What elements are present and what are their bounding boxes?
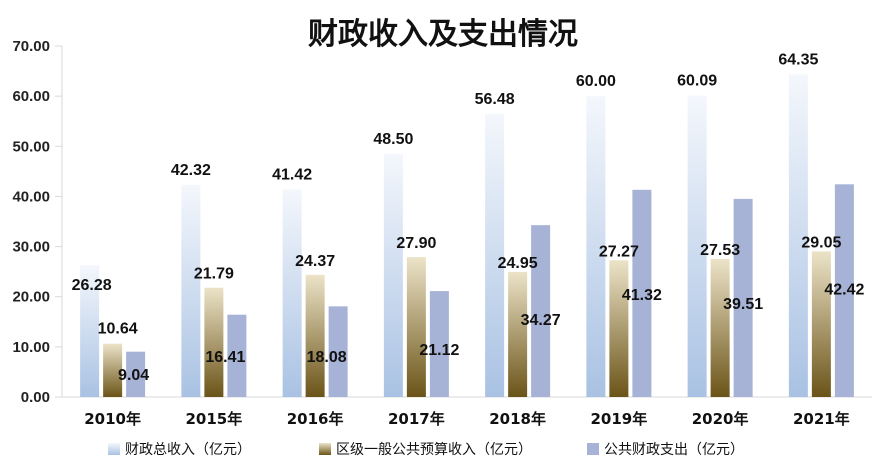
x-axis: 2010年 2015年 2016年 2017年 2018年 2019年 2020年 2021年	[84, 410, 850, 428]
x-tick-label: 2018年	[489, 410, 546, 428]
x-tick-label: 2020年	[692, 410, 749, 428]
data-label: 64.35	[778, 51, 818, 68]
data-label: 39.51	[723, 296, 763, 313]
data-label: 26.28	[72, 277, 112, 294]
legend-swatch	[108, 443, 120, 455]
data-label: 21.12	[419, 342, 459, 359]
data-label: 42.32	[171, 162, 211, 179]
legend-label: 区级一般公共预算收入（亿元）	[336, 442, 532, 458]
bar-public-expenditure	[632, 189, 652, 397]
bar-public-expenditure	[227, 314, 247, 397]
legend-swatch	[319, 443, 331, 455]
data-label: 56.48	[475, 91, 515, 108]
x-tick-label: 2015年	[186, 410, 243, 428]
x-tick-label: 2019年	[591, 410, 648, 428]
data-label: 34.27	[521, 312, 561, 329]
bar-district-budget-revenue	[508, 271, 528, 397]
legend-swatch	[587, 443, 599, 455]
bar-district-budget-revenue	[305, 274, 325, 397]
data-label: 29.05	[801, 234, 841, 251]
data-label: 9.04	[118, 367, 149, 384]
legend-label: 公共财政支出（亿元）	[604, 442, 744, 458]
bar-public-expenditure	[834, 184, 854, 397]
bar-district-budget-revenue	[710, 258, 730, 397]
y-tick-label: 60.00	[12, 88, 50, 105]
legend-label: 财政总收入（亿元）	[125, 442, 251, 458]
data-label: 24.95	[498, 255, 538, 272]
data-label: 18.08	[307, 349, 347, 366]
bar-district-budget-revenue	[609, 260, 629, 397]
data-label: 41.32	[622, 287, 662, 304]
data-label: 16.41	[205, 349, 245, 366]
y-axis: 0.00 10.00 20.00 30.00 40.00 50.00 60.00 70.00	[12, 38, 63, 406]
y-tick-label: 10.00	[12, 339, 50, 356]
data-labels: 26.28 10.64 9.04 42.32 21.79 16.41 41.42 24.37 1…	[72, 51, 865, 384]
y-tick-label: 0.00	[21, 389, 50, 406]
bar-public-expenditure	[531, 225, 551, 397]
bar-total-revenue	[687, 95, 707, 397]
bar-total-revenue	[181, 184, 201, 397]
bar-total-revenue	[485, 113, 505, 397]
y-tick-label: 70.00	[12, 38, 50, 55]
bar-district-budget-revenue	[406, 257, 426, 397]
bar-total-revenue	[383, 153, 403, 397]
bar-public-expenditure	[126, 351, 146, 397]
data-label: 10.64	[98, 321, 138, 338]
data-label: 60.00	[576, 73, 616, 90]
bar-public-expenditure	[328, 306, 348, 397]
bar-total-revenue	[788, 74, 808, 397]
bar-public-expenditure	[733, 198, 753, 397]
y-tick-label: 30.00	[12, 239, 50, 256]
legend: 财政总收入（亿元） 区级一般公共预算收入（亿元） 公共财政支出（亿元）	[108, 442, 744, 458]
bar-district-budget-revenue	[811, 251, 831, 397]
y-tick-label: 40.00	[12, 188, 50, 205]
data-label: 42.42	[824, 281, 864, 298]
bars	[80, 74, 854, 398]
data-label: 27.90	[396, 235, 436, 252]
bar-total-revenue	[586, 96, 606, 398]
data-label: 48.50	[373, 131, 413, 148]
bar-public-expenditure	[429, 291, 449, 397]
bar-district-budget-revenue	[204, 287, 224, 397]
x-tick-label: 2017年	[388, 410, 445, 428]
x-tick-label: 2010年	[84, 410, 141, 428]
x-tick-label: 2016年	[287, 410, 344, 428]
chart-title: 财政收入及支出情况	[308, 17, 578, 52]
data-label: 60.09	[677, 73, 717, 90]
data-label: 27.27	[599, 243, 639, 260]
bar-total-revenue	[80, 265, 100, 397]
y-tick-label: 50.00	[12, 138, 50, 155]
data-label: 27.53	[700, 242, 740, 259]
bar-total-revenue	[282, 189, 302, 397]
data-label: 41.42	[272, 166, 312, 183]
bar-district-budget-revenue	[103, 343, 123, 397]
data-label: 24.37	[295, 253, 335, 270]
y-tick-label: 20.00	[12, 289, 50, 306]
data-label: 21.79	[194, 266, 234, 283]
x-tick-label: 2021年	[793, 410, 850, 428]
